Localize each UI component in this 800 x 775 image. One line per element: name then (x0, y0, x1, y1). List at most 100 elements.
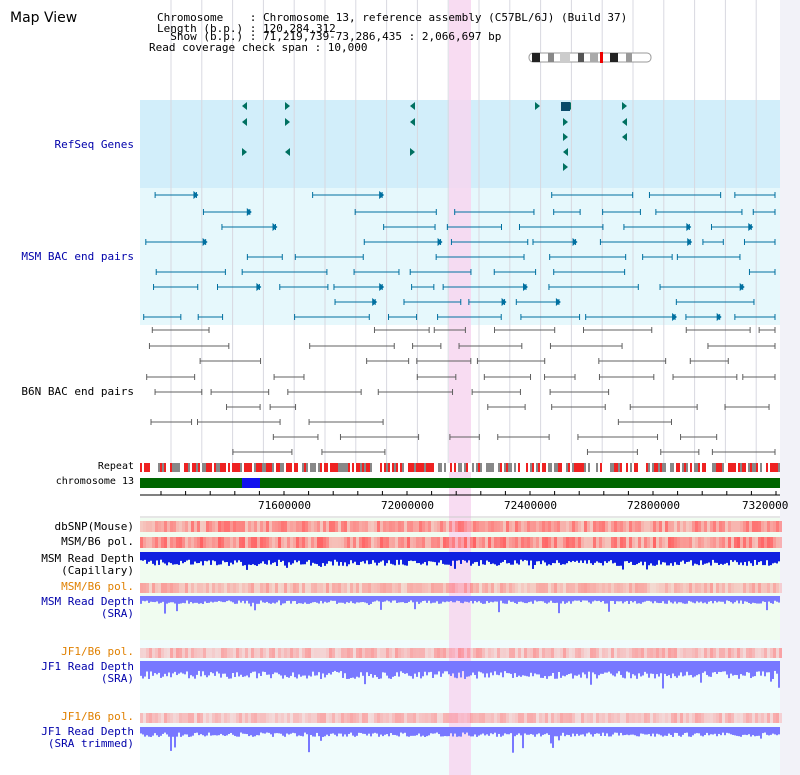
repeat-segment (576, 463, 578, 472)
track-label-refseq-genes[interactable]: RefSeq Genes (54, 138, 134, 151)
polymorphism-cell (689, 521, 692, 532)
depth-bar (556, 661, 558, 679)
depth-bar (516, 727, 518, 735)
depth-bar (240, 596, 242, 603)
gene-marker (242, 102, 247, 110)
depth-bar (602, 661, 604, 674)
repeat-segment (774, 463, 776, 472)
repeat-segment (682, 463, 684, 472)
depth-bar (296, 727, 298, 737)
depth-bar (470, 727, 472, 737)
polymorphism-cell (260, 537, 263, 548)
polymorphism-cell (491, 583, 494, 593)
track-label-b6n-bac[interactable]: B6N BAC end pairs (21, 385, 134, 398)
depth-bar (316, 727, 318, 733)
depth-bar (426, 552, 428, 566)
track-label-jf1-b6-pol-1[interactable]: JF1/B6 pol. (61, 645, 134, 658)
depth-bar (430, 596, 432, 604)
depth-bar (434, 727, 436, 734)
polymorphism-cell (440, 713, 443, 723)
depth-bar (368, 727, 370, 734)
repeat-segment (220, 463, 222, 472)
depth-bar (688, 727, 690, 737)
polymorphism-cell (509, 583, 512, 593)
track-label-msm-read-depth-capillary[interactable]: MSM Read Depth (Capillary) (41, 552, 134, 577)
depth-bar (394, 727, 396, 735)
polymorphism-cell (182, 537, 185, 548)
depth-bar (684, 661, 686, 676)
polymorphism-cell (572, 583, 575, 593)
depth-bar (440, 661, 442, 677)
depth-bar (246, 596, 248, 601)
polymorphism-cell (527, 648, 530, 658)
depth-bar (580, 596, 582, 603)
depth-bar (186, 552, 188, 561)
depth-bar (634, 552, 636, 566)
depth-bar (392, 552, 394, 565)
polymorphism-cell (395, 537, 398, 548)
depth-bar (496, 727, 498, 737)
polymorphism-cell (602, 583, 605, 593)
depth-bar (752, 552, 754, 566)
depth-bar (148, 727, 150, 737)
track-label-msm-b6-pol-2[interactable]: MSM/B6 pol. (61, 580, 134, 593)
depth-bar (420, 552, 422, 565)
polymorphism-cell (176, 583, 179, 593)
depth-bar (238, 596, 240, 601)
polymorphism-cell (182, 583, 185, 593)
polymorphism-cell (341, 583, 344, 593)
polymorphism-cell (587, 521, 590, 532)
polymorphism-cell (188, 583, 191, 593)
polymorphism-cell (755, 521, 758, 532)
repeat-segment (612, 463, 614, 472)
depth-bar (758, 727, 760, 736)
polymorphism-cell (149, 583, 152, 593)
polymorphism-cell (518, 648, 521, 658)
depth-bar (302, 727, 304, 737)
polymorphism-cell (665, 648, 668, 658)
depth-bar (348, 552, 350, 565)
depth-bar (226, 596, 228, 602)
polymorphism-cell (542, 583, 545, 593)
polymorphism-cell (425, 537, 428, 548)
depth-bar (390, 661, 392, 679)
depth-bar (216, 596, 218, 602)
polymorphism-cell (764, 521, 767, 532)
polymorphism-cell (293, 713, 296, 723)
polymorphism-cell (329, 583, 332, 593)
polymorphism-cell (548, 583, 551, 593)
polymorphism-cell (668, 713, 671, 723)
depth-bar (420, 596, 422, 603)
depth-bar (502, 596, 504, 604)
depth-bar (252, 727, 254, 737)
polymorphism-cell (614, 648, 617, 658)
depth-bar (724, 596, 726, 604)
repeat-segment (470, 463, 472, 472)
track-label-msm-b6-pol-1[interactable]: MSM/B6 pol. (61, 535, 134, 548)
track-label-jf1-read-depth-sra[interactable]: JF1 Read Depth (SRA) (41, 660, 134, 685)
polymorphism-cell (398, 537, 401, 548)
depth-bar (340, 596, 342, 603)
track-label-msm-read-depth-sra[interactable]: MSM Read Depth (SRA) (41, 595, 134, 620)
polymorphism-cell (683, 713, 686, 723)
depth-bar (594, 661, 596, 675)
depth-bar (528, 727, 530, 735)
polymorphism-cell (296, 713, 299, 723)
depth-bar (154, 596, 156, 603)
depth-bar (314, 596, 316, 603)
track-label-jf1-read-depth-trimmed[interactable]: JF1 Read Depth (SRA trimmed) (41, 725, 134, 750)
depth-bar (174, 661, 176, 672)
depth-bar (752, 596, 754, 603)
polymorphism-cell (386, 521, 389, 532)
track-label-dbsnp[interactable]: dbSNP(Mouse) (54, 520, 134, 533)
depth-bar (358, 552, 360, 566)
depth-bar (286, 596, 288, 601)
polymorphism-cell (296, 537, 299, 548)
track-label-jf1-b6-pol-2[interactable]: JF1/B6 pol. (61, 710, 134, 723)
track-label-msm-bac[interactable]: MSM BAC end pairs (21, 250, 134, 263)
polymorphism-cell (440, 521, 443, 532)
depth-bar (738, 727, 740, 737)
depth-bar (210, 661, 212, 673)
chromosome-ideogram[interactable] (528, 52, 653, 64)
depth-bar (680, 596, 682, 603)
